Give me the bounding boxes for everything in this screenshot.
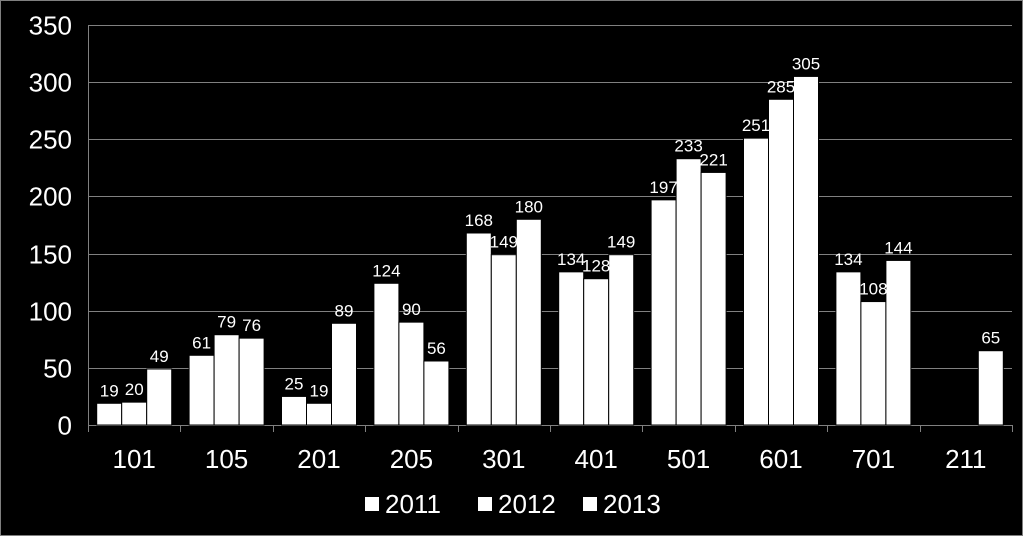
bar-2012-701 xyxy=(860,301,887,426)
x-tick-label: 201 xyxy=(297,444,340,474)
y-tick-label: 200 xyxy=(29,182,72,212)
bar-2011-601 xyxy=(743,137,769,426)
bar-2011-101 xyxy=(96,402,123,426)
legend-label: 2011 xyxy=(385,489,441,519)
data-label: 108 xyxy=(859,280,887,299)
bar-2012-601 xyxy=(768,98,794,426)
bars xyxy=(96,75,1004,426)
legend-label: 2012 xyxy=(498,489,556,519)
bar-2011-301 xyxy=(465,232,492,426)
data-label: 19 xyxy=(100,381,119,400)
bar-2012-101 xyxy=(121,401,148,426)
x-tick-label: 401 xyxy=(575,444,618,474)
data-label: 19 xyxy=(310,381,329,400)
bar-2011-401 xyxy=(558,271,585,426)
bar-2013-105 xyxy=(238,337,265,426)
legend-swatch xyxy=(478,497,492,511)
legend: 2011 2012 2013 xyxy=(365,489,661,519)
x-tick-label: 701 xyxy=(852,444,895,474)
data-label: 61 xyxy=(192,333,211,352)
data-label: 49 xyxy=(150,347,169,366)
data-label: 285 xyxy=(767,77,795,96)
x-tick-label: 301 xyxy=(482,444,525,474)
bar-2011-105 xyxy=(188,354,215,426)
data-label: 180 xyxy=(515,197,543,216)
data-label: 144 xyxy=(884,238,912,257)
bar-2013-301 xyxy=(515,218,542,426)
y-tick-label: 300 xyxy=(29,68,72,98)
x-tick-label: 205 xyxy=(390,444,433,474)
bar-2013-401 xyxy=(608,254,635,426)
y-tick-label: 350 xyxy=(29,11,72,41)
data-label: 149 xyxy=(607,233,635,252)
legend-label: 2013 xyxy=(603,489,661,519)
data-label: 76 xyxy=(242,316,261,335)
legend-swatch xyxy=(365,497,379,511)
bar-2011-701 xyxy=(835,271,862,426)
x-axis: 101 105 201 205 301 401 501 601 701 211 xyxy=(88,425,1013,474)
x-tick-label: 601 xyxy=(759,444,802,474)
data-label: 251 xyxy=(742,116,770,135)
data-label: 134 xyxy=(834,250,862,269)
y-axis: 0 50 100 150 200 250 300 350 xyxy=(29,11,1012,441)
bar-2012-501 xyxy=(675,158,702,426)
bar-2012-105 xyxy=(213,334,240,426)
bar-2013-211 xyxy=(977,350,1004,426)
bar-2011-205 xyxy=(373,282,400,426)
y-tick-label: 50 xyxy=(43,354,72,384)
x-tick-label: 211 xyxy=(945,444,986,474)
data-label: 305 xyxy=(792,54,820,73)
data-label: 197 xyxy=(649,178,677,197)
x-tick-label: 105 xyxy=(205,444,248,474)
x-tick-label: 101 xyxy=(113,444,156,474)
bar-2013-201 xyxy=(331,322,357,426)
data-label: 124 xyxy=(372,261,400,280)
bar-2011-501 xyxy=(650,199,677,426)
y-tick-label: 150 xyxy=(29,240,72,270)
bar-2013-501 xyxy=(700,171,727,426)
data-label: 168 xyxy=(465,211,493,230)
y-tick-label: 0 xyxy=(58,411,72,441)
data-label: 134 xyxy=(557,250,585,269)
bar-2012-201 xyxy=(306,402,332,426)
bar-2013-205 xyxy=(423,360,450,426)
bar-2013-101 xyxy=(146,368,173,426)
data-label: 221 xyxy=(699,150,727,169)
data-label: 79 xyxy=(217,313,236,332)
data-label: 90 xyxy=(402,300,421,319)
bar-2012-301 xyxy=(490,254,517,426)
data-label: 65 xyxy=(981,329,1000,348)
x-tick-label: 501 xyxy=(667,444,710,474)
bar-2012-205 xyxy=(398,321,425,426)
legend-swatch xyxy=(583,497,597,511)
data-label: 128 xyxy=(582,257,610,276)
bar-2013-701 xyxy=(885,259,912,426)
bar-2013-601 xyxy=(793,75,819,426)
bar-2011-201 xyxy=(281,395,307,426)
data-label: 233 xyxy=(674,137,702,156)
bar-2012-401 xyxy=(583,278,610,426)
data-label: 89 xyxy=(335,301,354,320)
data-label: 20 xyxy=(125,380,144,399)
y-tick-label: 100 xyxy=(29,297,72,327)
data-label: 149 xyxy=(490,233,518,252)
data-label: 25 xyxy=(285,374,304,393)
y-tick-label: 250 xyxy=(29,125,72,155)
data-label: 56 xyxy=(427,339,446,358)
